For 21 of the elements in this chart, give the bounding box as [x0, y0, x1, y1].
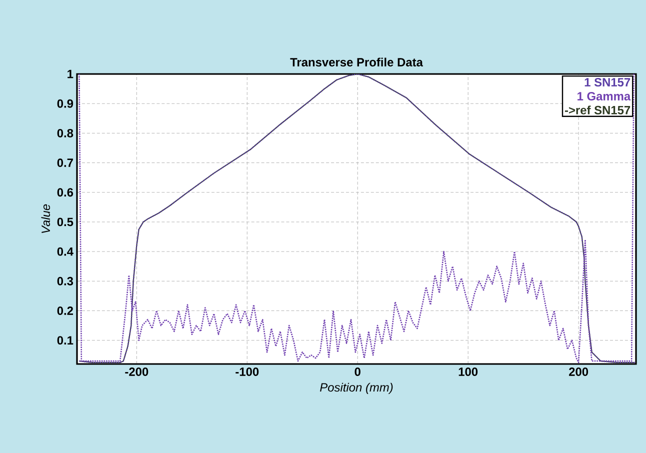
x-tick-label: 200	[569, 368, 588, 376]
text: 1 SN157	[584, 78, 630, 86]
x-tick-label: 0	[354, 368, 360, 376]
y-axis-title: Value	[41, 204, 50, 234]
text: ->ref SN157	[564, 106, 630, 114]
chart-title: Transverse Profile Data	[290, 58, 424, 66]
y-tick-label: 0.2	[57, 306, 74, 315]
y-tick-label: 0.5	[57, 218, 74, 226]
y-tick-label: 0.3	[57, 276, 74, 286]
series-label: 1 Gamma	[578, 92, 631, 100]
y-tick-label: 0.8	[57, 128, 74, 138]
y-tick-label: 0.4	[57, 247, 74, 256]
y-tick-label: 0.9	[57, 99, 74, 108]
x-tick-label: -100	[236, 368, 259, 376]
y-tick-label: 0.6	[57, 188, 74, 197]
y-tick-label: 0.1	[57, 336, 74, 345]
x-tick-label: -200	[125, 368, 148, 376]
y-tick-label: 0.7	[57, 158, 73, 167]
x-tick-label: 100	[458, 368, 478, 376]
y-tick-label: 1	[68, 70, 74, 78]
x-axis-title: Position (mm)	[320, 382, 393, 394]
